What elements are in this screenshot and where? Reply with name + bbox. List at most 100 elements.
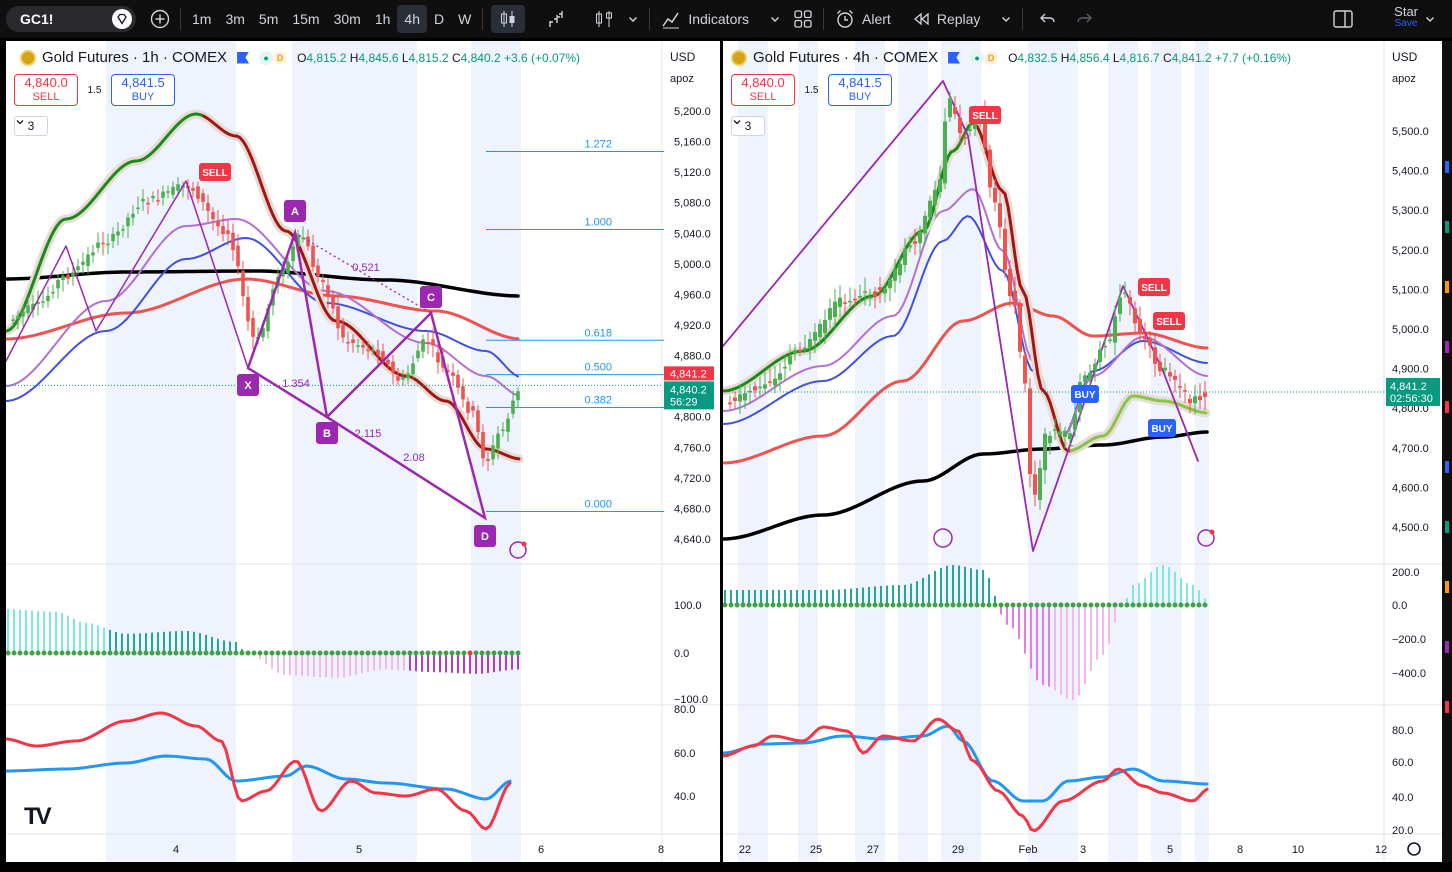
candle-body — [818, 323, 822, 338]
chart-pane-1h[interactable]: 5,200.0 5,160.0 5,120.0 5,080.0 5,040.0 5,000… — [6, 41, 720, 862]
indicators-button[interactable]: Indicators — [654, 5, 755, 33]
undo-button[interactable] — [1033, 5, 1063, 33]
interval-1m[interactable]: 1m — [192, 11, 212, 27]
candle-body — [1028, 388, 1032, 474]
candle-body — [1173, 375, 1177, 380]
symbol-search-button[interactable]: GC1! — [6, 6, 136, 32]
candle-body — [251, 318, 255, 337]
flag-icon[interactable] — [948, 51, 961, 64]
interval-d[interactable]: D — [433, 11, 445, 27]
sell-button[interactable]: 4,840.0 SELL — [14, 74, 78, 106]
candle-body — [456, 374, 460, 388]
compare-button[interactable] — [539, 5, 573, 33]
ma-red-line — [723, 301, 1209, 465]
diamond-icon[interactable] — [112, 9, 132, 29]
watchlist-marker[interactable] — [1445, 641, 1449, 653]
buy-button[interactable]: 4,841.5 BUY — [111, 74, 175, 106]
candle-body — [1133, 308, 1137, 324]
flag-icon[interactable] — [237, 51, 250, 64]
candle-body — [96, 242, 100, 248]
interval-4h[interactable]: 4h — [397, 5, 427, 33]
watchlist-marker[interactable] — [1445, 461, 1449, 473]
currency-selector[interactable]: USD — [1392, 50, 1418, 64]
oscillator-zero-dot — [11, 650, 17, 656]
sell-button[interactable]: 4,840.0 SELL — [731, 74, 795, 106]
oscillator-zero-dot — [161, 650, 167, 656]
replay-button[interactable]: Replay — [905, 5, 987, 33]
redo-button[interactable] — [1069, 5, 1099, 33]
layout-button[interactable] — [787, 5, 819, 33]
watchlist-marker[interactable] — [1445, 581, 1449, 593]
interval-3m[interactable]: 3m — [225, 11, 245, 27]
price-scale-header: USD apoz — [662, 46, 720, 90]
chart-style-button[interactable] — [587, 5, 621, 33]
candles-chart-type-button[interactable] — [491, 5, 526, 33]
watchlist-marker[interactable] — [1445, 281, 1449, 293]
candle-body — [943, 121, 947, 184]
oscillator-zero-dot — [167, 650, 173, 656]
chevron-down-icon — [771, 17, 780, 22]
chevron-down-icon — [733, 120, 741, 125]
candle-body — [446, 370, 450, 372]
oscillator-zero-dot — [1004, 602, 1010, 608]
candle-body — [286, 261, 290, 274]
interval-15m[interactable]: 15m — [292, 11, 320, 27]
candle-body — [371, 349, 375, 352]
ohlc-values: O4,815.2 H4,845.6 L4,815.2 C4,840.2 +3.6… — [297, 50, 581, 65]
star-save-button[interactable]: Star Save — [1394, 4, 1418, 30]
replay-dropdown[interactable] — [994, 5, 1018, 33]
interval-30m[interactable]: 30m — [333, 11, 361, 27]
oscillator-zero-dot — [263, 650, 269, 656]
scale-mode-selector[interactable]: apoz — [1392, 73, 1416, 85]
alert-button[interactable]: Alert — [828, 5, 897, 33]
oscillator-zero-dot — [185, 650, 191, 656]
oscillator-zero-dot — [305, 650, 311, 656]
indicators-dropdown[interactable] — [763, 5, 787, 33]
candle-body — [1148, 338, 1152, 346]
pattern-point-label: C — [427, 292, 435, 304]
add-symbol-button[interactable] — [144, 5, 176, 33]
chart-style-dropdown[interactable] — [621, 5, 645, 33]
chart-style-icon — [596, 11, 613, 27]
oscillator-zero-dot — [854, 602, 860, 608]
candle-body — [266, 308, 270, 332]
oscillator-zero-dot — [776, 602, 782, 608]
chart-canvas-1h[interactable]: 5,200.0 5,160.0 5,120.0 5,080.0 5,040.0 5,000… — [6, 41, 720, 862]
oscillator-zero-dot — [29, 650, 35, 656]
watchlist-marker[interactable] — [1445, 341, 1449, 353]
save-dropdown[interactable] — [1418, 5, 1442, 33]
chart-pane-4h[interactable]: 5,500.0 5,400.0 5,300.0 5,200.0 5,100.0 5,000… — [723, 41, 1442, 862]
watchlist-marker[interactable] — [1445, 161, 1449, 173]
oscillator-zero-dot — [137, 650, 143, 656]
currency-selector[interactable]: USD — [670, 50, 696, 64]
interval-5m[interactable]: 5m — [258, 11, 279, 27]
scale-mode-selector[interactable]: apoz — [670, 73, 694, 85]
chart-canvas-4h[interactable]: 5,500.0 5,400.0 5,300.0 5,200.0 5,100.0 5,000… — [723, 41, 1442, 862]
oscillator-zero-dot — [723, 602, 728, 608]
buy-price-axis-label: 4,841.2 — [670, 368, 707, 380]
interval-group: 1m 3m 5m 15m 30m 1h 4h D W — [185, 5, 478, 33]
candle-body — [778, 373, 782, 381]
buy-button[interactable]: 4,841.5 BUY — [828, 74, 892, 106]
watchlist-marker[interactable] — [1445, 221, 1449, 233]
indicators-collapse-button[interactable]: 3 — [731, 116, 765, 136]
candle-body — [788, 355, 792, 365]
oscillator-zero-dot — [485, 650, 491, 656]
candle-body — [151, 196, 155, 199]
oscillator-zero-dot — [293, 650, 299, 656]
session-band — [898, 41, 928, 862]
tradingview-logo[interactable]: TV — [24, 803, 52, 830]
interval-w[interactable]: W — [458, 11, 472, 27]
watchlist-marker[interactable] — [1445, 701, 1449, 713]
candle-body — [216, 221, 220, 227]
watchlist-marker[interactable] — [1445, 401, 1449, 413]
layout-panels-button[interactable] — [1326, 5, 1360, 33]
candle-body — [1198, 396, 1202, 401]
oscillator-zero-dot — [101, 650, 107, 656]
interval-1h[interactable]: 1h — [374, 11, 391, 27]
indicators-collapse-button[interactable]: 3 — [14, 116, 48, 136]
candle-body — [466, 401, 470, 413]
countdown-label: 56:29 — [670, 396, 698, 408]
watchlist-marker[interactable] — [1445, 521, 1449, 533]
star-label: Star — [1394, 4, 1418, 19]
